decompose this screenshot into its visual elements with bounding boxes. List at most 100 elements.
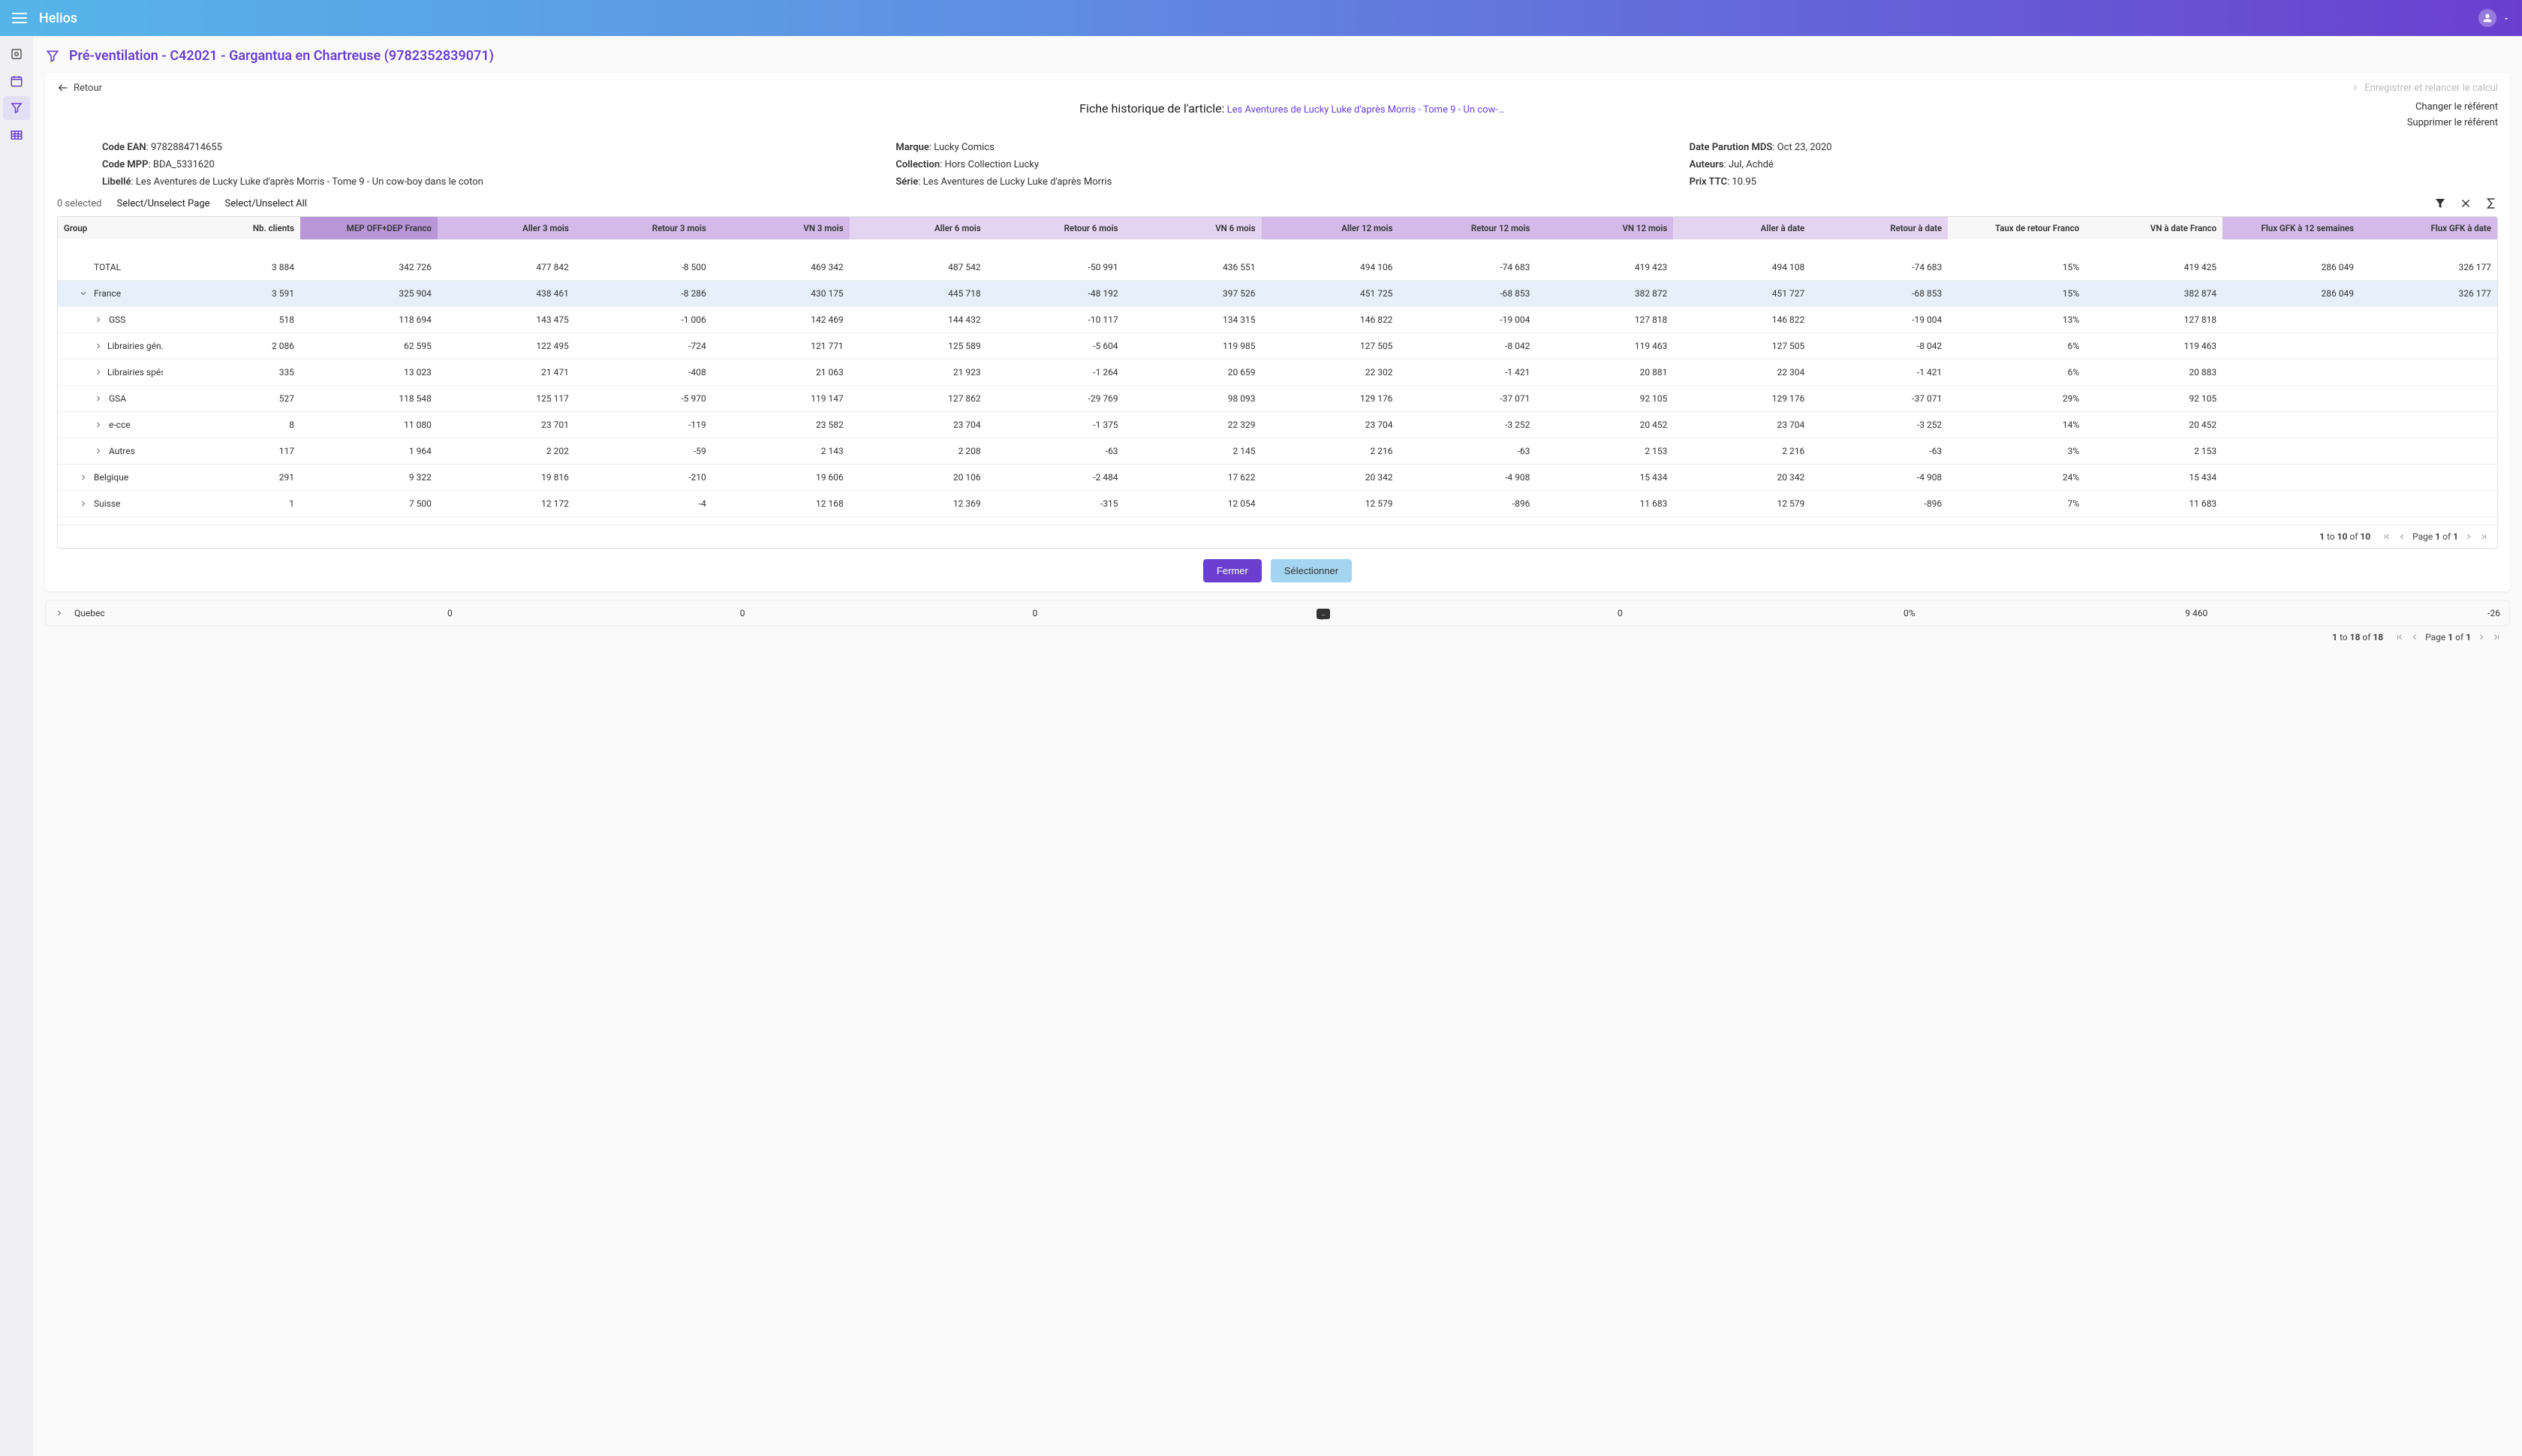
comment-icon[interactable]: … [1317, 609, 1330, 619]
group-cell[interactable]: GSA [58, 386, 163, 411]
data-cell: 15% [1948, 281, 2085, 306]
table-row[interactable]: Librairies gén…2 08662 595122 495-724121… [58, 333, 2497, 359]
sidebar-item-filter[interactable] [3, 96, 30, 120]
chevron-right-icon[interactable] [94, 420, 104, 429]
chevron-right-icon[interactable] [94, 447, 104, 456]
first-page-icon[interactable] [2395, 633, 2404, 642]
column-header[interactable]: Retour 12 mois [1398, 217, 1536, 239]
column-header[interactable]: Retour 3 mois [575, 217, 712, 239]
page-title-row: Pré-ventilation - C42021 - Gargantua en … [45, 36, 2510, 73]
column-header[interactable]: Aller 3 mois [438, 217, 575, 239]
column-header[interactable]: Nb. clients [163, 217, 300, 239]
data-cell: 23 704 [850, 412, 987, 438]
table-row[interactable]: France3 591325 904438 461-8 286430 17544… [58, 281, 2497, 307]
table-row[interactable]: Quebec107 39307 3939 34909 3499 460-269 … [58, 517, 2497, 525]
group-cell[interactable]: Quebec [58, 517, 163, 525]
group-cell[interactable]: Librairies spés [58, 359, 163, 385]
sidebar-item-table[interactable] [3, 123, 30, 147]
fiche-prefix: Fiche historique de l'article: [1079, 101, 1224, 116]
column-header-group[interactable]: Group [58, 217, 163, 239]
back-button[interactable]: Retour [57, 82, 102, 94]
column-header[interactable]: VN 12 mois [1536, 217, 1673, 239]
chevron-right-icon[interactable] [79, 473, 89, 482]
data-cell: 20 883 [2085, 359, 2223, 385]
column-header[interactable]: Aller 6 mois [850, 217, 987, 239]
bottom-group-cell[interactable]: Quebec [55, 608, 160, 618]
column-header[interactable]: Retour 6 mois [987, 217, 1124, 239]
sigma-icon[interactable] [2484, 197, 2498, 210]
column-header[interactable]: Aller 12 mois [1262, 217, 1399, 239]
group-cell[interactable]: Autres [58, 438, 163, 464]
first-page-icon[interactable] [2382, 532, 2391, 541]
select-page-button[interactable]: Select/Unselect Page [116, 198, 209, 209]
chevron-right-icon[interactable] [94, 341, 103, 350]
chevron-right-icon[interactable] [55, 609, 65, 618]
grid-body[interactable]: TOTAL3 884342 726477 842-8 500469 342487… [58, 239, 2497, 525]
chevron-down-icon[interactable] [79, 289, 89, 298]
data-cell: 144 432 [850, 307, 987, 332]
column-header[interactable]: Flux GFK à 12 semaines [2223, 217, 2360, 239]
bottom-grid-footer: 1 to 18 of 18 Page 1 of 1 [45, 626, 2510, 648]
table-row[interactable]: Belgique2919 32219 816-21019 60620 106-2… [58, 465, 2497, 491]
app-header-right[interactable] [2478, 9, 2510, 27]
avatar-icon[interactable] [2478, 9, 2496, 27]
data-cell [2360, 307, 2497, 332]
table-row[interactable]: TOTAL3 884342 726477 842-8 500469 342487… [58, 254, 2497, 281]
column-header[interactable]: Taux de retour Franco [1948, 217, 2085, 239]
table-row[interactable]: Autres1171 9642 202-592 1432 208-632 145… [58, 438, 2497, 465]
group-cell[interactable]: e-cce [58, 412, 163, 438]
select-all-button[interactable]: Select/Unselect All [225, 198, 307, 209]
group-cell[interactable]: GSS [58, 307, 163, 332]
column-header[interactable]: Aller à date [1673, 217, 1810, 239]
sidebar-item-target[interactable] [3, 42, 30, 66]
change-ref-button[interactable]: Changer le référent [2407, 101, 2498, 113]
column-header[interactable]: MEP OFF+DEP Franco [300, 217, 438, 239]
data-cell: 9 434 [2085, 517, 2223, 525]
data-cell: -896 [1810, 491, 1948, 516]
column-header[interactable]: VN à date Franco [2085, 217, 2223, 239]
data-cell: -4 [575, 491, 712, 516]
chevron-right-icon[interactable] [94, 315, 104, 324]
sidebar-item-calendar[interactable] [3, 69, 30, 93]
save-relaunch-button[interactable]: Enregistrer et relancer le calcul [2351, 83, 2498, 94]
bottom-row[interactable]: Quebec000…00%9 460-26 [45, 600, 2510, 626]
group-cell[interactable]: France [58, 281, 163, 306]
table-row[interactable]: Suisse17 50012 172-412 16812 369-31512 0… [58, 491, 2497, 517]
delete-ref-button[interactable]: Supprimer le référent [2407, 117, 2498, 128]
group-cell[interactable]: Librairies gén… [58, 333, 163, 359]
table-row[interactable]: GSS518118 694143 475-1 006142 469144 432… [58, 307, 2497, 333]
column-header[interactable]: Flux GFK à date [2360, 217, 2497, 239]
table-row[interactable]: GSA527118 548125 117-5 970119 147127 862… [58, 386, 2497, 412]
prev-page-icon[interactable] [2410, 633, 2419, 642]
prev-page-icon[interactable] [2397, 532, 2406, 541]
group-cell[interactable]: TOTAL [58, 254, 163, 280]
sidebar [0, 36, 33, 1456]
table-row[interactable]: e-cce811 08023 701-11923 58223 704-1 375… [58, 412, 2497, 438]
chevron-right-icon[interactable] [79, 499, 89, 508]
column-header[interactable]: VN 3 mois [712, 217, 850, 239]
next-page-icon[interactable] [2477, 633, 2486, 642]
last-page-icon[interactable] [2492, 633, 2501, 642]
column-header[interactable]: VN 6 mois [1124, 217, 1262, 239]
next-page-icon[interactable] [2464, 532, 2473, 541]
fiche-link[interactable]: Les Aventures de Lucky Luke d'après Morr… [1227, 104, 1505, 116]
close-button[interactable]: Fermer [1203, 559, 1262, 582]
group-cell[interactable]: Belgique [58, 465, 163, 490]
data-cell: 8 [163, 412, 300, 438]
chevron-right-icon[interactable] [94, 368, 103, 377]
chevron-right-icon[interactable] [94, 394, 104, 403]
data-cell: 1 964 [300, 438, 438, 464]
filter-toolbar-icon[interactable] [2433, 197, 2447, 210]
group-cell[interactable]: Suisse [58, 491, 163, 516]
select-button[interactable]: Sélectionner [1271, 559, 1352, 582]
last-page-icon[interactable] [2479, 532, 2488, 541]
data-cell: 3% [1948, 438, 2085, 464]
menu-icon[interactable] [12, 13, 27, 23]
chevron-down-icon[interactable] [2502, 14, 2510, 22]
data-cell: 20 342 [1673, 465, 1810, 490]
column-header[interactable]: Retour à date [1810, 217, 1948, 239]
table-row[interactable]: Librairies spés33513 02321 471-40821 063… [58, 359, 2497, 386]
close-icon[interactable] [2459, 197, 2472, 210]
main-content: Pré-ventilation - C42021 - Gargantua en … [33, 36, 2522, 1456]
toolbar-left: 0 selected Select/Unselect Page Select/U… [57, 198, 307, 209]
